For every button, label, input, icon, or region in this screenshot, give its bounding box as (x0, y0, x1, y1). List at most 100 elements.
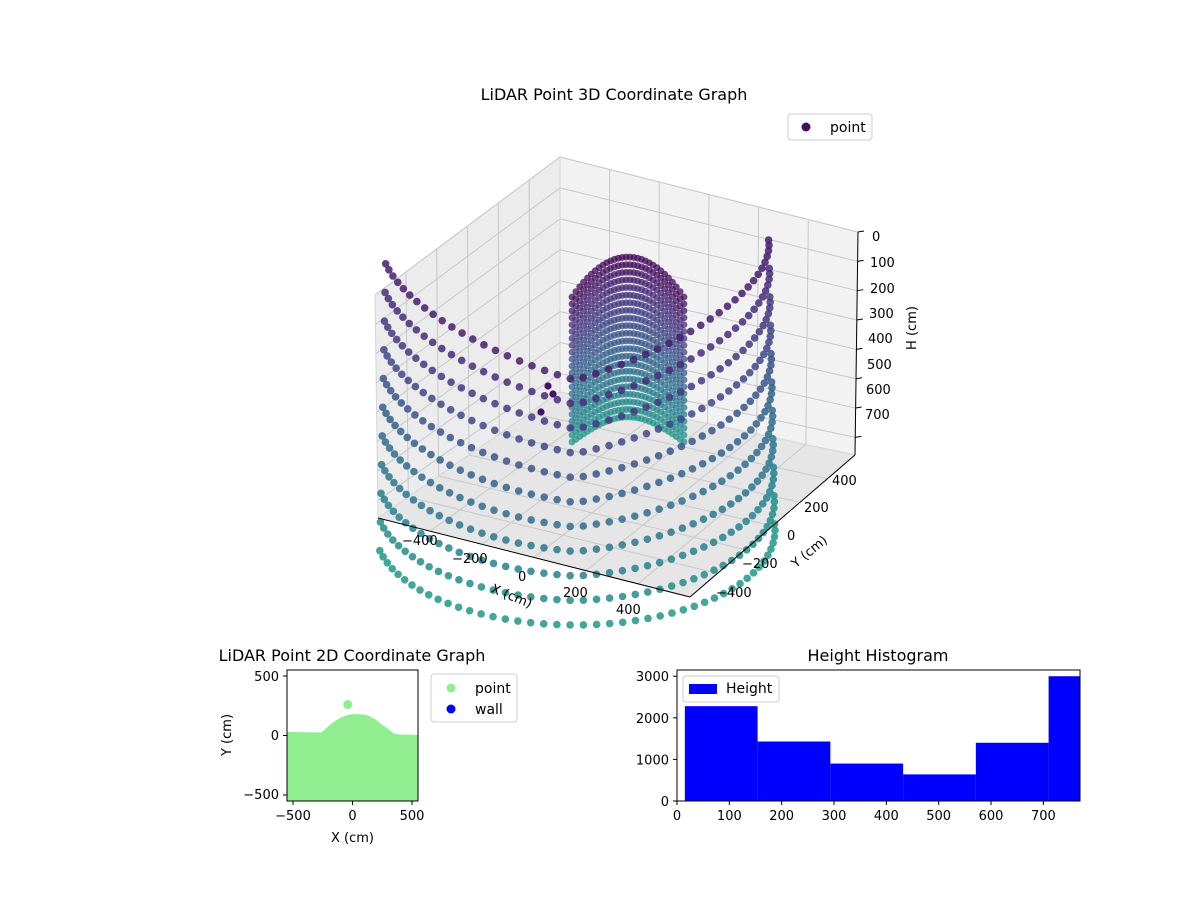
point-3d (528, 362, 536, 370)
point-3d (566, 621, 574, 629)
point-3d (566, 374, 575, 383)
point-3d (760, 557, 768, 566)
point-3d (605, 441, 613, 450)
legend-swatch-height (689, 684, 717, 694)
point-3d (437, 372, 446, 381)
point-3d (419, 388, 428, 397)
point-3d (417, 529, 425, 538)
point-3d (477, 556, 486, 564)
point-3d (763, 344, 771, 353)
point-3d (630, 460, 639, 468)
point-3d (446, 461, 454, 469)
point-3d (680, 355, 688, 363)
point-3d (736, 579, 744, 588)
x-tick-label: 0 (348, 809, 356, 824)
point-3d (734, 494, 743, 503)
point-3d (744, 311, 753, 320)
point-3d (489, 559, 498, 568)
point-3d (770, 491, 778, 500)
z-tick (855, 377, 863, 380)
point-3d (527, 516, 536, 524)
point-3d (468, 416, 476, 425)
point-3d (677, 415, 685, 423)
point-3d (389, 536, 397, 544)
y-tick-label: −200 (742, 557, 778, 572)
point-3d (617, 412, 626, 420)
point-3d (690, 574, 698, 583)
point-3d (386, 386, 395, 395)
point-3d (380, 495, 389, 504)
point-3d (765, 304, 774, 312)
point-3d (697, 349, 705, 357)
point-3d (745, 368, 754, 377)
point-3d (630, 434, 639, 442)
point-3d (490, 453, 499, 461)
grid-line (559, 187, 858, 262)
point-3d (466, 525, 475, 534)
point-3d (726, 443, 734, 452)
point-3d (768, 447, 777, 455)
z-tick (856, 347, 863, 350)
point-3d (667, 555, 676, 563)
point-3d (757, 442, 766, 451)
point-3d (765, 338, 773, 347)
axes-frame-histogram (676, 669, 1081, 802)
point-3d (762, 315, 771, 324)
x-tick-label: −500 (275, 809, 311, 824)
z-tick-label: 400 (868, 332, 893, 347)
point-3d (408, 552, 417, 561)
point-3d (769, 463, 778, 472)
point-3d (762, 494, 771, 502)
point-3d (400, 575, 409, 584)
point-3d (419, 360, 428, 369)
point-3d (677, 469, 686, 478)
point-3d (540, 544, 548, 552)
point-3d (728, 584, 736, 593)
point-3d (766, 298, 774, 307)
point-3d (437, 344, 446, 353)
point-3d (566, 424, 575, 432)
point-3d (761, 258, 769, 267)
point-3d (592, 495, 601, 503)
point-3d (419, 416, 427, 425)
point-3d (409, 496, 418, 504)
point-3d (717, 449, 726, 457)
point-3d (479, 394, 488, 403)
point-3d (592, 419, 600, 428)
point-3d (741, 460, 749, 469)
point-3d (467, 471, 475, 479)
point-3d (762, 465, 770, 473)
point-3d (708, 482, 717, 491)
point-3d (758, 264, 766, 273)
point-3d (642, 429, 651, 438)
point-3d (388, 564, 397, 573)
point-3d (477, 610, 485, 618)
point-3d (478, 529, 486, 537)
point-3d (384, 501, 393, 510)
point-3d (553, 595, 561, 604)
point-3d (761, 436, 770, 445)
z-tick (857, 230, 865, 233)
point-3d (380, 317, 389, 325)
point-3d (643, 561, 652, 570)
point-3d (427, 422, 436, 431)
grid-line (559, 156, 859, 233)
point-3d (763, 373, 772, 381)
z-tick-label: 700 (865, 408, 890, 423)
point-3d (678, 551, 687, 560)
point-3d (566, 522, 574, 531)
point-3d (767, 355, 776, 364)
point-3d (490, 479, 499, 488)
point-3d (566, 448, 575, 457)
point-3d (653, 345, 662, 353)
point-3d (764, 236, 773, 244)
point-3d (742, 546, 751, 554)
point-3d (379, 374, 388, 383)
point-3d (502, 509, 510, 518)
legend-label-point: point (475, 681, 511, 697)
x-axis-line (377, 517, 691, 598)
point-3d (539, 620, 548, 628)
point-3d (404, 376, 413, 385)
histogram-bar (830, 763, 904, 801)
point-3d (566, 498, 574, 506)
